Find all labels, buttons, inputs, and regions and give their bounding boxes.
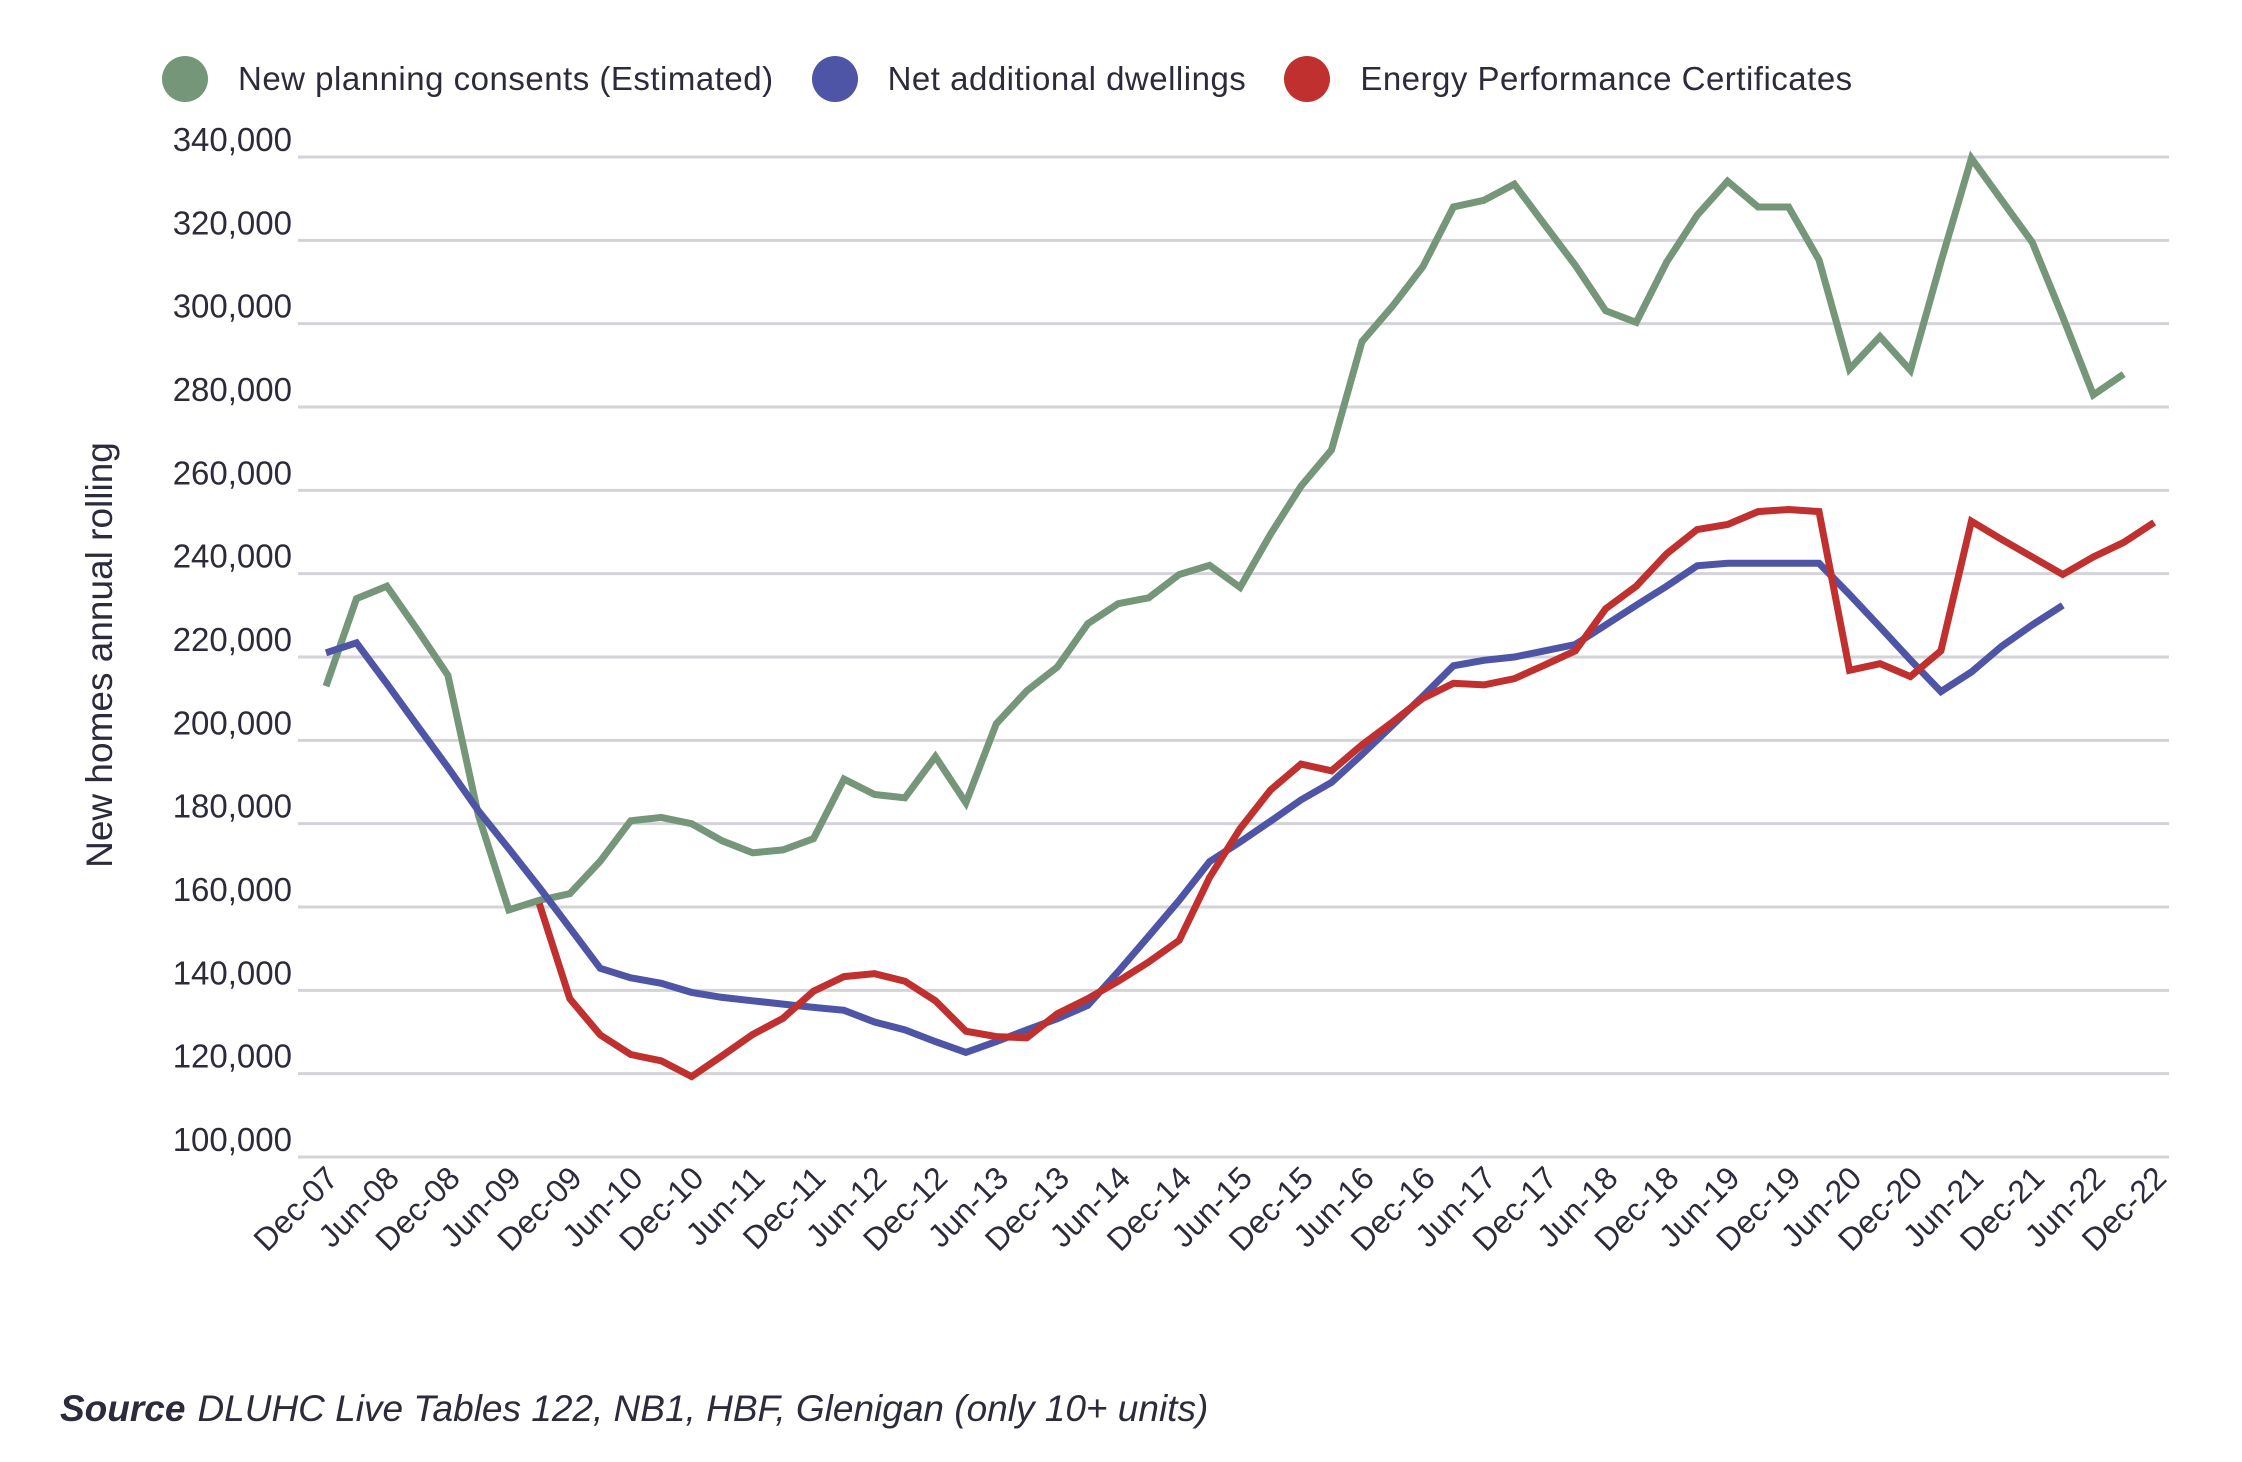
legend-item-net-additional-dwellings: Net additional dwellings (811, 56, 1247, 102)
legend-label: Net additional dwellings (887, 60, 1247, 97)
y-tick-label: 160,000 (173, 871, 292, 908)
y-tick-labels: 100,000 120,000 140,000 160,000 180,000 200,0… (173, 121, 292, 1158)
y-tick-label: 280,000 (173, 371, 292, 408)
y-tick-label: 180,000 (173, 788, 292, 825)
y-tick-label: 220,000 (173, 621, 292, 658)
y-tick-label: 260,000 (173, 454, 292, 491)
y-tick-label: 340,000 (173, 121, 292, 158)
legend: New planning consents (Estimated) Net ad… (162, 56, 1891, 102)
legend-label: New planning consents (Estimated) (238, 60, 774, 97)
legend-item-planning-consents: New planning consents (Estimated) (162, 56, 774, 102)
y-tick-label: 300,000 (173, 288, 292, 325)
y-axis-label: New homes annual rolling (79, 442, 120, 868)
source-label: Source (60, 1388, 186, 1429)
legend-swatch-red (1284, 56, 1331, 102)
series-lines (322, 150, 2157, 1081)
y-tick-label: 100,000 (173, 1121, 292, 1158)
source-text: DLUHC Live Tables 122, NB1, HBF, Gleniga… (197, 1388, 1209, 1429)
legend-swatch-blue (811, 56, 858, 102)
legend-label: Energy Performance Certificates (1360, 60, 1853, 97)
y-tick-label: 140,000 (173, 954, 292, 991)
y-tick-label: 200,000 (173, 704, 292, 741)
legend-item-epc: Energy Performance Certificates (1284, 56, 1852, 102)
series-line-1 (324, 559, 2065, 1057)
source-note: Source DLUHC Live Tables 122, NB1, HBF, G… (60, 1388, 1208, 1430)
series-line-0 (322, 150, 2126, 915)
gridlines (298, 155, 2169, 1159)
series-line-2 (535, 505, 2157, 1081)
x-tick-labels: Dec-07Jun-08Dec-08Jun-09Dec-09Jun-10Dec-… (247, 1159, 2174, 1257)
legend-swatch-green (162, 56, 208, 102)
y-tick-label: 240,000 (173, 538, 292, 575)
y-tick-label: 320,000 (173, 204, 292, 241)
y-tick-label: 120,000 (173, 1038, 292, 1075)
